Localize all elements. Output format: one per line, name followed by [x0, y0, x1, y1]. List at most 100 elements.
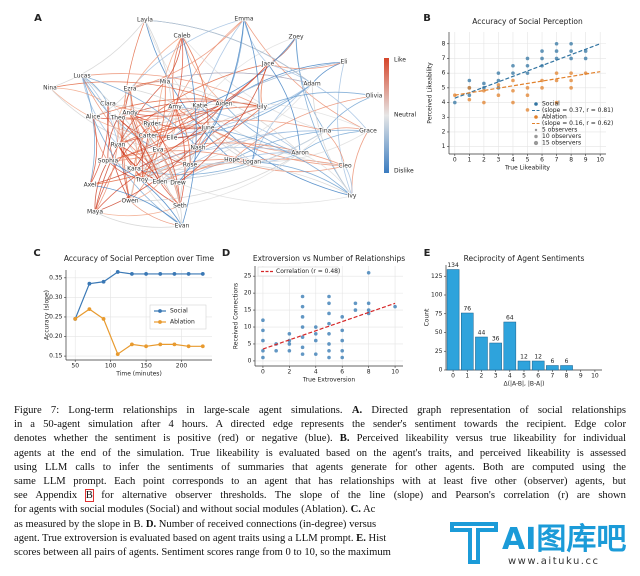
point	[172, 342, 177, 347]
y-tick-label: 5	[248, 340, 252, 347]
x-tick-label: 6	[536, 373, 540, 380]
y-tick-label: 20	[244, 290, 252, 297]
legend-marker	[534, 102, 538, 106]
edge	[151, 123, 181, 207]
point	[525, 108, 530, 112]
bar-value-label: 76	[463, 306, 471, 313]
edge	[107, 127, 209, 162]
edge	[129, 88, 133, 114]
node-label: Nina	[43, 85, 57, 92]
node-label: Troy	[135, 177, 149, 184]
edge	[147, 119, 326, 137]
caption-text: same LLM prompt. Each point corresponds …	[14, 475, 626, 487]
edge	[324, 95, 375, 132]
edge	[81, 75, 96, 186]
trend-line	[262, 302, 396, 350]
x-tick-label: 9	[579, 373, 583, 380]
edge	[147, 106, 263, 137]
point	[144, 344, 148, 349]
point	[313, 325, 318, 329]
edge	[261, 91, 375, 108]
node-label: Tina	[318, 128, 332, 135]
colorbar	[384, 58, 389, 173]
caption-text: agent. True extroversion is evaluated ba…	[14, 532, 357, 544]
edge	[177, 152, 301, 184]
y-tick-label: 3	[442, 114, 446, 121]
point	[467, 97, 472, 102]
edge	[129, 112, 179, 184]
node-label: Axel	[84, 182, 97, 189]
point	[300, 294, 305, 299]
edge	[129, 181, 161, 202]
legend-label: Social	[170, 308, 188, 315]
chart-title: Extroversion vs Number of Relationships	[253, 254, 405, 263]
point	[366, 308, 371, 312]
edge	[81, 75, 119, 146]
y-tick-label: 0.25	[49, 313, 63, 320]
legend-size-marker	[533, 140, 539, 146]
bar-value-label: 36	[492, 336, 500, 343]
legend-label: Correlation (r = 0.48)	[276, 268, 340, 275]
y-axis-label: Accuracy (slope)	[44, 290, 51, 340]
caption-text: Hist	[365, 532, 387, 544]
y-tick-label: 25	[244, 273, 252, 280]
edge	[141, 130, 326, 181]
edge	[94, 160, 109, 213]
caption-text: Directed graph representation of social …	[362, 405, 626, 416]
edge	[243, 18, 369, 132]
watermark-icon	[450, 522, 498, 564]
x-tick-label: 2	[287, 369, 291, 376]
edge	[147, 135, 161, 183]
point	[300, 352, 305, 356]
y-tick-label: 125	[431, 273, 443, 280]
node-label: Elle	[167, 135, 178, 142]
node-label: Lucas	[73, 73, 90, 80]
caption-text: A.	[351, 405, 363, 416]
point	[496, 93, 501, 98]
node-label: Clara	[100, 101, 116, 108]
x-tick-label: 0	[261, 369, 265, 376]
edge	[199, 36, 297, 107]
node-label: Carter	[139, 133, 158, 140]
point	[353, 301, 358, 306]
edge	[141, 130, 326, 181]
point	[554, 41, 559, 46]
caption-line: scores between all pairs of agents. Sent…	[14, 546, 626, 560]
caption-text: agents at the end of the simulation. Tru…	[14, 447, 626, 459]
y-tick-label: 5	[442, 84, 446, 91]
edge	[89, 103, 109, 186]
point	[482, 81, 486, 86]
caption-text: Figure 7: Long-term relationships in lar…	[14, 405, 352, 416]
y-tick-label: 0	[439, 367, 443, 374]
edge	[92, 116, 183, 227]
point	[554, 78, 559, 83]
x-tick-label: 2	[480, 373, 484, 380]
node-label: Maya	[87, 209, 103, 216]
y-tick-label: 0.20	[49, 333, 63, 340]
x-tick-label: 8	[565, 373, 569, 380]
node-label: Katie	[192, 103, 208, 110]
edge	[49, 19, 146, 89]
point	[313, 352, 318, 356]
node-label: Aaron	[291, 150, 309, 157]
caption-link[interactable]: B	[84, 489, 94, 503]
x-tick-label: 5	[526, 157, 530, 164]
x-tick-label: 8	[569, 157, 573, 164]
point	[274, 348, 278, 353]
node-label: Ryder	[143, 121, 161, 128]
point	[525, 93, 530, 98]
edge	[89, 106, 263, 186]
caption-text: denotes whether the sentiment is positiv…	[14, 433, 340, 445]
node-label: Zoey	[288, 34, 303, 41]
y-tick-label: 7	[442, 55, 446, 62]
edge	[267, 63, 369, 132]
watermark-url: www.aituku.cc	[508, 556, 600, 567]
node-label: Layla	[137, 17, 153, 24]
node-label: Seth	[173, 203, 187, 210]
caption-line: for agents with social modules (Social) …	[14, 503, 626, 517]
y-tick-label: 0.15	[49, 353, 63, 360]
point	[554, 100, 559, 105]
point	[287, 348, 292, 353]
x-tick-label: 6	[540, 157, 544, 164]
point	[393, 304, 397, 309]
